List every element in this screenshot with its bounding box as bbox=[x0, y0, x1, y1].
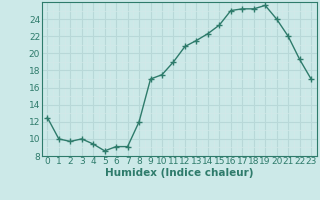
X-axis label: Humidex (Indice chaleur): Humidex (Indice chaleur) bbox=[105, 168, 253, 178]
